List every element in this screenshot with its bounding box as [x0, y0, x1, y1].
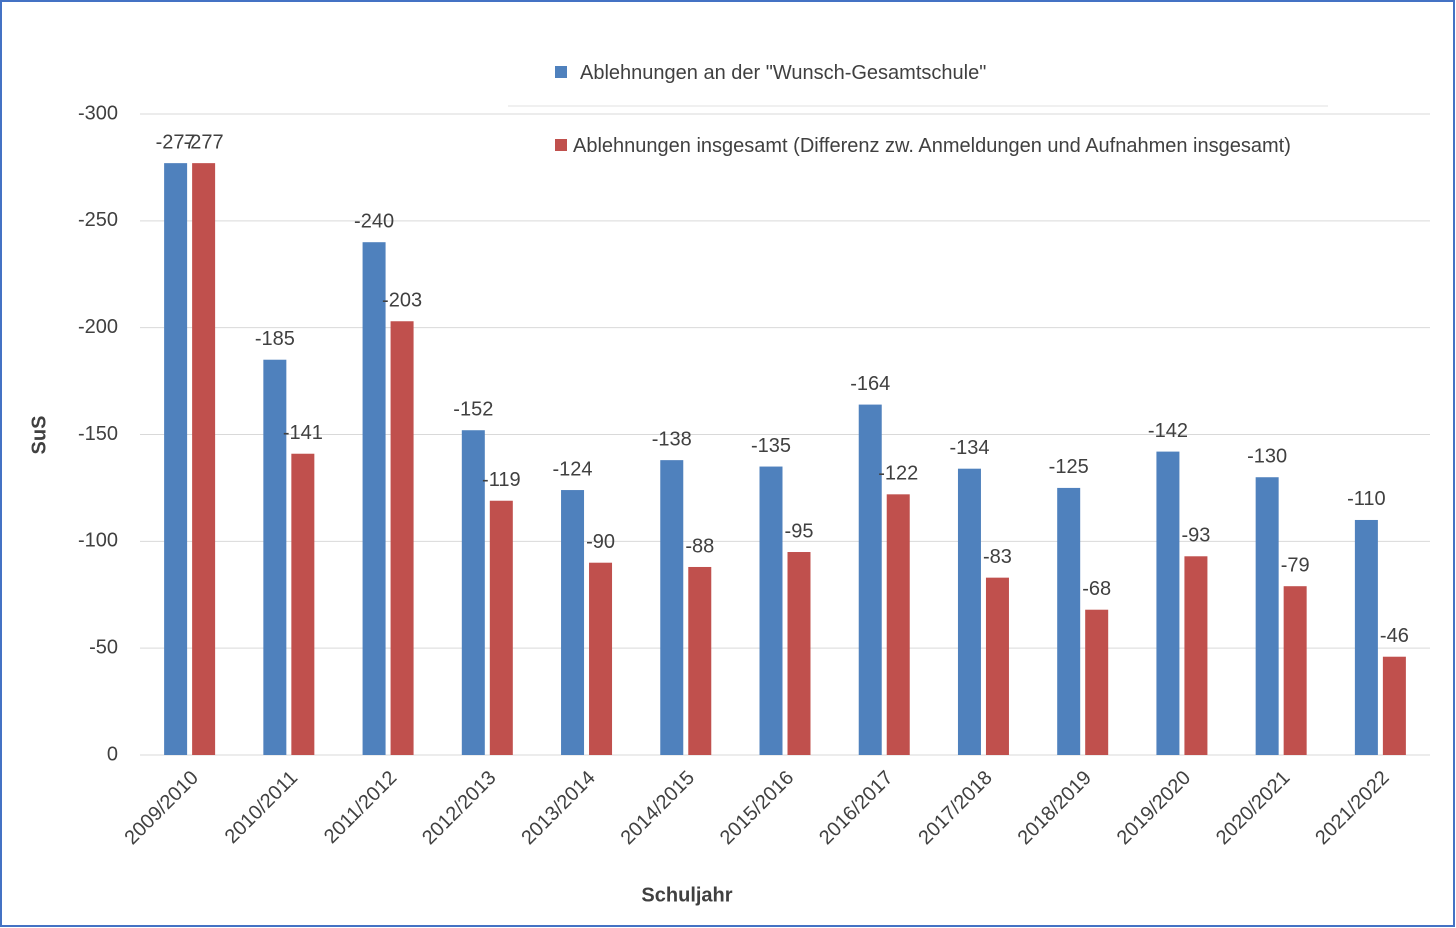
data-label: -130	[1247, 446, 1287, 468]
bar	[1184, 556, 1208, 755]
data-label: -124	[553, 458, 593, 480]
bar	[985, 577, 1009, 755]
y-tick-label: -250	[78, 209, 118, 231]
bar	[688, 566, 712, 755]
data-label: -164	[850, 373, 890, 395]
bar	[1283, 586, 1307, 755]
data-label: -277	[156, 131, 196, 153]
bar	[858, 404, 882, 755]
data-label: -138	[652, 428, 692, 450]
bar	[886, 494, 910, 755]
y-tick-label: -200	[78, 316, 118, 338]
bar	[362, 242, 386, 755]
data-label: -240	[354, 210, 394, 232]
data-label: -68	[1082, 578, 1111, 600]
y-axis-label: SuS	[28, 416, 50, 455]
data-label: -119	[482, 469, 521, 491]
bar	[660, 460, 684, 755]
x-axis-label: Schuljahr	[641, 884, 732, 906]
y-tick-label: -50	[89, 636, 118, 658]
bar	[1057, 487, 1081, 755]
legend-entry: Ablehnungen insgesamt (Differenz zw. Anm…	[573, 135, 1291, 157]
bar	[192, 163, 216, 756]
bar	[291, 453, 315, 755]
data-label: -142	[1148, 420, 1188, 442]
data-label: -93	[1181, 525, 1210, 547]
y-tick-label: -150	[78, 423, 118, 445]
data-label: -90	[586, 531, 615, 553]
bar	[1382, 656, 1406, 755]
bar	[1354, 519, 1378, 755]
data-label: -122	[878, 463, 918, 485]
y-tick-label: 0	[107, 743, 118, 765]
y-tick-label: -300	[78, 102, 118, 124]
bar	[957, 468, 981, 755]
bar	[164, 163, 188, 756]
bar	[489, 500, 513, 755]
data-label: -46	[1380, 625, 1409, 647]
data-label: -135	[751, 435, 791, 457]
bar	[589, 562, 613, 755]
data-label: -79	[1281, 554, 1310, 576]
legend-entry: Ablehnungen an der "Wunsch-Gesamtschule"	[580, 62, 987, 84]
data-label: -125	[1049, 456, 1089, 478]
data-label: -277	[184, 131, 224, 153]
data-label: -203	[382, 290, 422, 312]
data-label: -141	[283, 422, 323, 444]
bar	[461, 430, 485, 755]
data-label: -83	[983, 546, 1012, 568]
data-label: -152	[453, 399, 493, 421]
data-label: -185	[255, 328, 295, 350]
data-label: -110	[1347, 488, 1386, 510]
data-label: -95	[785, 520, 814, 542]
y-tick-label: -100	[78, 530, 118, 552]
legend-swatch	[555, 66, 567, 78]
bar	[1156, 451, 1180, 755]
legend-swatch	[555, 139, 567, 151]
bar	[561, 490, 585, 755]
bar	[1085, 609, 1109, 755]
bar	[390, 321, 414, 755]
bar	[759, 466, 783, 755]
bar	[263, 359, 287, 755]
data-label: -134	[949, 437, 989, 459]
bar	[787, 552, 811, 755]
data-label: -88	[685, 535, 714, 557]
bar	[1255, 477, 1279, 755]
